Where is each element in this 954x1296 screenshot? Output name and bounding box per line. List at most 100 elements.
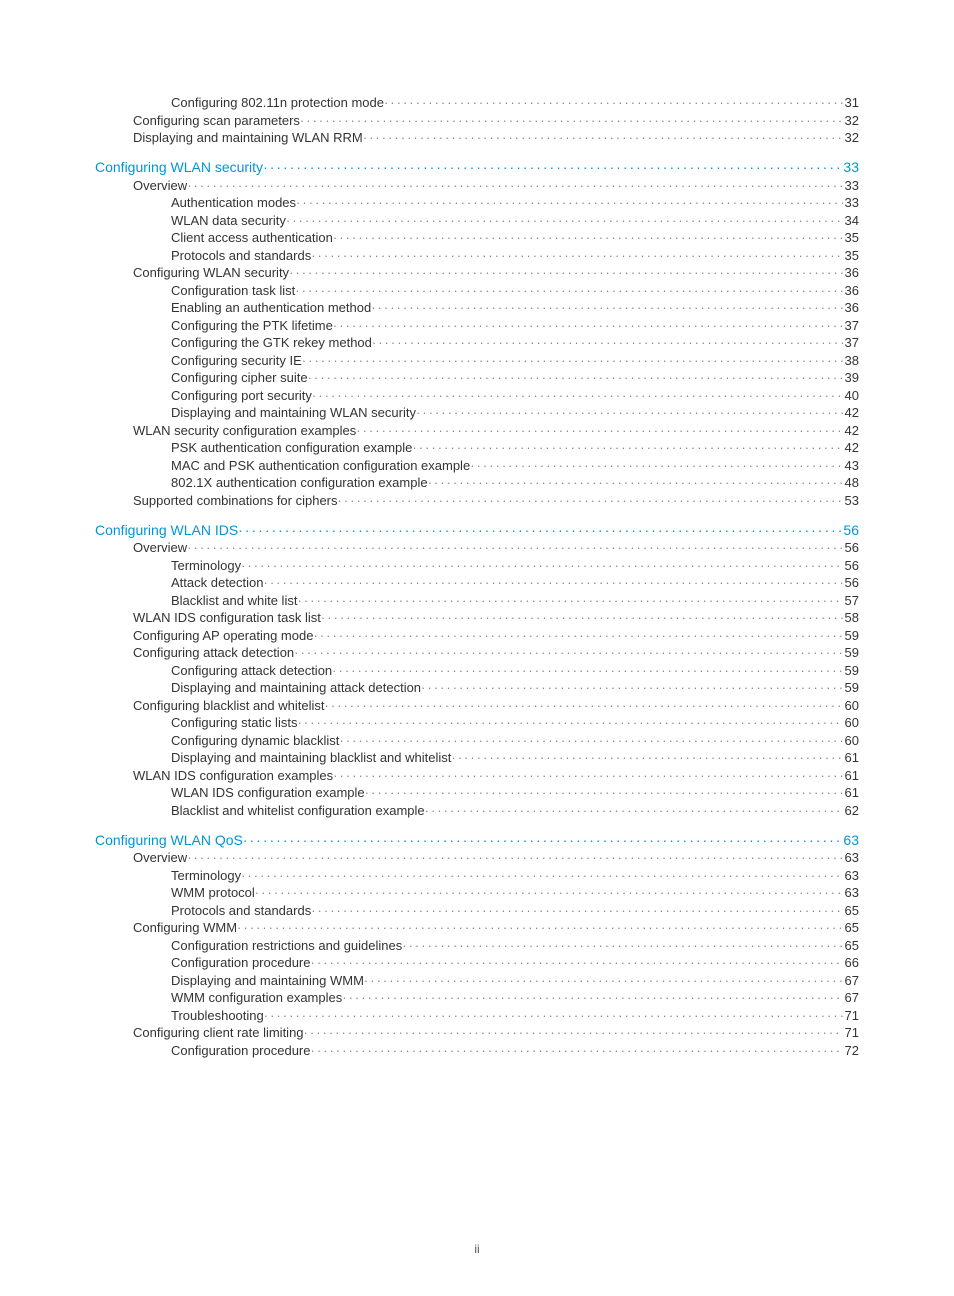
toc-entry[interactable]: WMM protocol 63 <box>171 885 859 900</box>
toc-entry[interactable]: WLAN security configuration examples 42 <box>133 423 859 438</box>
toc-entry[interactable]: Configuring the PTK lifetime 37 <box>171 318 859 333</box>
toc-label: Configuring AP operating mode <box>133 628 313 643</box>
toc-leader-dots <box>263 159 841 175</box>
toc-page-number: 53 <box>843 493 859 508</box>
toc-entry[interactable]: Protocols and standards 65 <box>171 903 859 918</box>
toc-entry[interactable]: 802.1X authentication configuration exam… <box>171 475 859 490</box>
toc-entry[interactable]: Configuring WLAN security 36 <box>133 265 859 280</box>
toc-label: WLAN IDS configuration example <box>171 785 365 800</box>
toc-label: Displaying and maintaining blacklist and… <box>171 750 451 765</box>
toc-entry[interactable]: WMM configuration examples 67 <box>171 990 859 1005</box>
toc-entry[interactable]: MAC and PSK authentication configuration… <box>171 458 859 473</box>
toc-leader-dots <box>365 785 843 800</box>
toc-page-number: 62 <box>843 803 859 818</box>
toc-page-number: 63 <box>843 868 859 883</box>
toc-label: 802.1X authentication configuration exam… <box>171 475 428 490</box>
toc-entry[interactable]: Overview 56 <box>133 540 859 555</box>
toc-entry[interactable]: PSK authentication configuration example… <box>171 440 859 455</box>
toc-page-number: 56 <box>843 558 859 573</box>
toc-entry[interactable]: Configuring the GTK rekey method 37 <box>171 335 859 350</box>
toc-entry[interactable]: Configuring attack detection 59 <box>171 663 859 678</box>
toc-entry[interactable]: Protocols and standards 35 <box>171 248 859 263</box>
toc-entry[interactable]: Displaying and maintaining attack detect… <box>171 680 859 695</box>
toc-entry[interactable]: Enabling an authentication method 36 <box>171 300 859 315</box>
toc-entry[interactable]: Configuring security IE 38 <box>171 353 859 368</box>
toc-entry[interactable]: Configuring WLAN IDS 56 <box>95 522 859 538</box>
toc-entry[interactable]: Configuring WLAN QoS 63 <box>95 832 859 848</box>
toc-entry[interactable]: Configuring AP operating mode 59 <box>133 628 859 643</box>
toc-leader-dots <box>237 920 843 935</box>
toc-label: Displaying and maintaining attack detect… <box>171 680 421 695</box>
toc-entry[interactable]: Configuration task list 36 <box>171 283 859 298</box>
toc-page-number: 31 <box>843 95 859 110</box>
toc-page-number: 33 <box>843 178 859 193</box>
toc-leader-dots <box>470 458 842 473</box>
toc-leader-dots <box>333 768 842 783</box>
toc-entry[interactable]: Displaying and maintaining WLAN RRM 32 <box>133 130 859 145</box>
toc-leader-dots <box>264 575 843 590</box>
toc-page-number: 59 <box>843 663 859 678</box>
toc-leader-dots <box>321 610 843 625</box>
toc-entry[interactable]: Terminology 63 <box>171 868 859 883</box>
toc-label: Configuring cipher suite <box>171 370 308 385</box>
toc-entry[interactable]: Configuring port security 40 <box>171 388 859 403</box>
toc-entry[interactable]: Supported combinations for ciphers 53 <box>133 493 859 508</box>
toc-page-number: 65 <box>843 903 859 918</box>
toc-leader-dots <box>241 868 842 883</box>
toc-leader-dots <box>295 283 842 298</box>
toc-label: Configuration procedure <box>171 1043 310 1058</box>
toc-entry[interactable]: Configuring dynamic blacklist 60 <box>171 733 859 748</box>
toc-entry[interactable]: Configuring cipher suite 39 <box>171 370 859 385</box>
toc-entry[interactable]: Displaying and maintaining WLAN security… <box>171 405 859 420</box>
toc-page-number: 60 <box>843 698 859 713</box>
toc-entry[interactable]: Configuration restrictions and guideline… <box>171 938 859 953</box>
toc-leader-dots <box>412 440 842 455</box>
toc-label: PSK authentication configuration example <box>171 440 412 455</box>
toc-entry[interactable]: Terminology 56 <box>171 558 859 573</box>
toc-entry[interactable]: Troubleshooting 71 <box>171 1008 859 1023</box>
toc-entry[interactable]: Client access authentication 35 <box>171 230 859 245</box>
toc-entry[interactable]: Authentication modes 33 <box>171 195 859 210</box>
toc-leader-dots <box>238 522 841 538</box>
toc-label: Configuring WLAN QoS <box>95 832 243 848</box>
toc-page-number: 56 <box>841 522 859 538</box>
toc-entry[interactable]: WLAN IDS configuration example 61 <box>171 785 859 800</box>
toc-entry[interactable]: Configuring WLAN security 33 <box>95 159 859 175</box>
toc-leader-dots <box>297 715 842 730</box>
toc-entry[interactable]: Attack detection 56 <box>171 575 859 590</box>
toc-entry[interactable]: Overview 63 <box>133 850 859 865</box>
toc-page-number: 71 <box>843 1025 859 1040</box>
toc-label: Displaying and maintaining WLAN security <box>171 405 416 420</box>
toc-entry[interactable]: Blacklist and whitelist configuration ex… <box>171 803 859 818</box>
toc-page-number: 37 <box>843 335 859 350</box>
toc-label: Configuration restrictions and guideline… <box>171 938 402 953</box>
toc-entry[interactable]: Displaying and maintaining blacklist and… <box>171 750 859 765</box>
toc-entry[interactable]: WLAN IDS configuration examples 61 <box>133 768 859 783</box>
toc-label: Terminology <box>171 558 241 573</box>
toc-entry[interactable]: Displaying and maintaining WMM 67 <box>171 973 859 988</box>
toc-entry[interactable]: WLAN data security 34 <box>171 213 859 228</box>
toc-entry[interactable]: WLAN IDS configuration task list 58 <box>133 610 859 625</box>
toc-entry[interactable]: Configuring WMM 65 <box>133 920 859 935</box>
toc-page-number: 32 <box>843 130 859 145</box>
toc-entry[interactable]: Configuration procedure 72 <box>171 1043 859 1058</box>
toc-entry[interactable]: Configuration procedure 66 <box>171 955 859 970</box>
toc-entry[interactable]: Configuring attack detection 59 <box>133 645 859 660</box>
toc-label: Configuring WLAN IDS <box>95 522 238 538</box>
toc-entry[interactable]: Overview 33 <box>133 178 859 193</box>
toc-label: Configuring attack detection <box>171 663 332 678</box>
toc-entry[interactable]: Configuring scan parameters 32 <box>133 113 859 128</box>
toc-entry[interactable]: Blacklist and white list 57 <box>171 593 859 608</box>
toc-page-number: 60 <box>843 715 859 730</box>
toc-entry[interactable]: Configuring blacklist and whitelist 60 <box>133 698 859 713</box>
toc-page-number: 61 <box>843 785 859 800</box>
toc-leader-dots <box>187 850 842 865</box>
toc-leader-dots <box>286 213 843 228</box>
toc-page-number: 39 <box>843 370 859 385</box>
toc-page-number: 42 <box>843 423 859 438</box>
toc-page-number: 56 <box>843 575 859 590</box>
toc-entry[interactable]: Configuring static lists 60 <box>171 715 859 730</box>
toc-leader-dots <box>363 130 843 145</box>
toc-entry[interactable]: Configuring client rate limiting 71 <box>133 1025 859 1040</box>
toc-entry[interactable]: Configuring 802.11n protection mode 31 <box>171 95 859 110</box>
